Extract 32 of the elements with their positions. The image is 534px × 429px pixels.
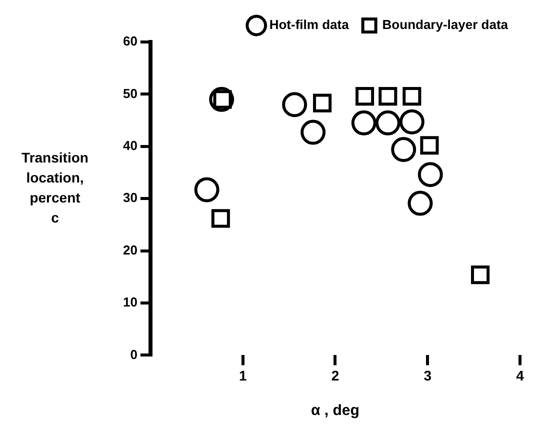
point: [313, 94, 332, 112]
y-axis-title: Transition location, percent c: [22, 149, 88, 226]
y-tick-label: 20: [122, 242, 138, 258]
point: [351, 110, 376, 136]
point: [209, 86, 234, 112]
point: [378, 87, 398, 106]
point: [282, 92, 308, 118]
y-tick-label: 10: [122, 294, 138, 310]
point: [399, 109, 424, 134]
point: [356, 87, 374, 106]
y-tick-label: 30: [122, 190, 138, 206]
y-tick-label: 60: [122, 34, 138, 49]
y-tick-label: 40: [122, 138, 138, 153]
point: [418, 162, 443, 188]
point: [408, 190, 433, 216]
x-tick-label: 2: [331, 367, 340, 384]
point: [375, 110, 400, 136]
point: [300, 120, 326, 145]
legend-label: Boundary-layer data: [382, 17, 509, 32]
point: [470, 266, 490, 284]
point: [194, 177, 220, 202]
point: [402, 87, 422, 106]
y-tick-label: 0: [130, 346, 138, 362]
point: [211, 209, 230, 228]
x-axis-title: α , deg: [311, 402, 360, 420]
x-tick-label: 4: [516, 367, 524, 384]
point: [420, 136, 439, 155]
point: [391, 137, 416, 162]
legend-label: Hot-film data: [269, 17, 350, 32]
x-tick-label: 1: [238, 367, 247, 384]
y-tick-label: 50: [122, 86, 138, 101]
x-tick-label: 3: [424, 367, 432, 384]
